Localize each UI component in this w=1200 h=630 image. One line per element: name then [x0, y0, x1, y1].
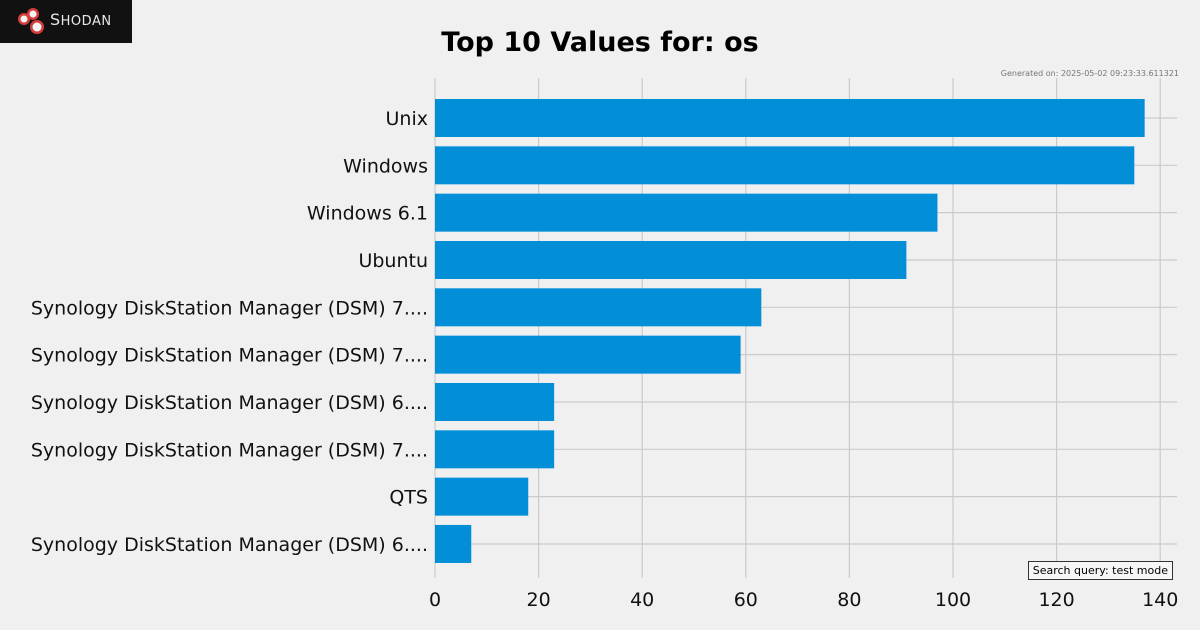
- generated-timestamp: Generated on: 2025-05-02 09:23:33.611321: [1000, 69, 1179, 78]
- x-tick-label: 60: [734, 589, 758, 611]
- x-tick-label: 100: [935, 589, 971, 611]
- y-tick-label: Ubuntu: [358, 250, 428, 272]
- shodan-logo-icon: [18, 8, 44, 34]
- shodan-logo: SHODAN: [0, 0, 132, 43]
- bar: [435, 335, 741, 374]
- y-tick-label: Unix: [386, 108, 428, 130]
- y-tick-label: Synology DiskStation Manager (DSM) 7....: [31, 297, 428, 319]
- y-tick-label: Windows 6.1: [307, 203, 428, 225]
- bar: [435, 288, 762, 327]
- search-query-box: Search query: test mode: [1027, 561, 1173, 580]
- y-tick-label: Synology DiskStation Manager (DSM) 7....: [31, 345, 428, 367]
- bar: [435, 240, 907, 279]
- bar: [435, 193, 938, 232]
- chart-title: Top 10 Values for: os: [441, 27, 759, 58]
- y-tick-label: Synology DiskStation Manager (DSM) 6....: [31, 392, 428, 414]
- bar-layer: [435, 99, 1145, 563]
- x-tick-label: 80: [837, 589, 861, 611]
- y-tick-label: Synology DiskStation Manager (DSM) 6....: [31, 534, 428, 556]
- bar: [435, 382, 555, 421]
- x-tick-label: 140: [1142, 589, 1178, 611]
- x-tick-label: 120: [1038, 589, 1074, 611]
- y-tick-label: QTS: [389, 487, 428, 509]
- bar: [435, 430, 555, 469]
- y-tick-label: Synology DiskStation Manager (DSM) 7....: [31, 439, 428, 461]
- x-tick-label: 0: [429, 589, 441, 611]
- bar: [435, 524, 472, 563]
- bar: [435, 146, 1135, 185]
- x-tick-label: 40: [630, 589, 654, 611]
- x-tick-label: 20: [527, 589, 551, 611]
- y-tick-label: Windows: [343, 155, 428, 177]
- bar: [435, 477, 529, 516]
- bar: [435, 99, 1145, 137]
- brand-name: SHODAN: [50, 10, 112, 29]
- label-layer: 0 20 40 60 80 100 120 140 Unix Windows Windows 6.1…: [31, 108, 1178, 611]
